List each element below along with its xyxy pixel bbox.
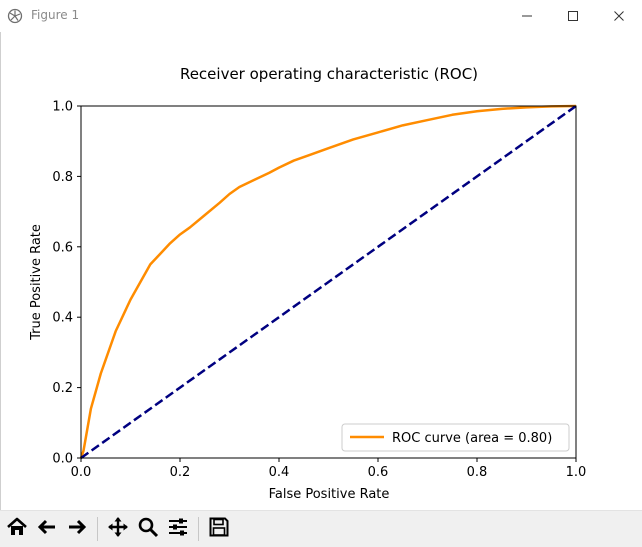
y-axis-label: True Positive Rate — [29, 224, 44, 341]
maximize-icon — [567, 7, 579, 26]
y-tick-label: 1.0 — [52, 100, 73, 115]
y-axis: 0.0 0.2 0.4 0.6 0.8 1.0 — [52, 100, 81, 467]
x-tick-label: 0.8 — [467, 465, 488, 480]
legend-label: ROC curve (area = 0.80) — [392, 431, 552, 446]
pan-button[interactable] — [105, 516, 131, 542]
series-layer — [79, 104, 577, 460]
navigation-toolbar — [0, 510, 642, 547]
x-tick-label: 0.2 — [170, 465, 191, 480]
y-tick-label: 0.4 — [52, 311, 73, 326]
maximize-button[interactable] — [550, 0, 596, 32]
y-tick-label: 0.8 — [52, 170, 73, 185]
window-title: Figure 1 — [31, 8, 80, 22]
roc-chart: Receiver operating characteristic (ROC) … — [29, 65, 587, 502]
close-icon — [613, 7, 625, 26]
window-left-edge — [0, 32, 1, 510]
y-tick-label: 0.6 — [52, 240, 73, 255]
back-button[interactable] — [34, 516, 60, 542]
y-tick-label: 0.0 — [52, 452, 73, 467]
chance-diagonal-line — [80, 104, 577, 460]
back-arrow-icon — [36, 516, 58, 542]
minimize-button[interactable] — [504, 0, 550, 32]
zoom-button[interactable] — [135, 516, 161, 542]
legend-box — [341, 423, 570, 452]
toolbar-separator — [97, 517, 98, 541]
chart-title: Receiver operating characteristic (ROC) — [180, 65, 478, 83]
minimize-icon — [521, 7, 533, 26]
app-icon — [7, 8, 23, 24]
x-axis: 0.0 0.2 0.4 0.6 0.8 1.0 — [71, 458, 587, 480]
x-tick-label: 0.6 — [368, 465, 389, 480]
save-button[interactable] — [206, 516, 232, 542]
home-icon — [6, 516, 28, 542]
close-button[interactable] — [596, 0, 642, 32]
home-button[interactable] — [4, 516, 30, 542]
pan-icon — [107, 516, 129, 542]
plot-frame — [80, 105, 577, 459]
figure-canvas[interactable]: Receiver operating characteristic (ROC) … — [0, 32, 642, 510]
roc-curve-line — [79, 104, 577, 459]
x-tick-label: 0.4 — [269, 465, 290, 480]
x-tick-label: 0.0 — [71, 465, 92, 480]
window-titlebar: Figure 1 — [0, 0, 642, 32]
legend: ROC curve (area = 0.80) — [341, 423, 570, 452]
forward-arrow-icon — [66, 516, 88, 542]
x-axis-label: False Positive Rate — [269, 487, 390, 502]
zoom-icon — [137, 516, 159, 542]
save-icon — [208, 516, 230, 542]
y-tick-label: 0.2 — [52, 381, 73, 396]
configure-subplots-icon — [167, 516, 189, 542]
configure-subplots-button[interactable] — [165, 516, 191, 542]
toolbar-separator — [198, 517, 199, 541]
x-tick-label: 1.0 — [566, 465, 587, 480]
forward-button[interactable] — [64, 516, 90, 542]
